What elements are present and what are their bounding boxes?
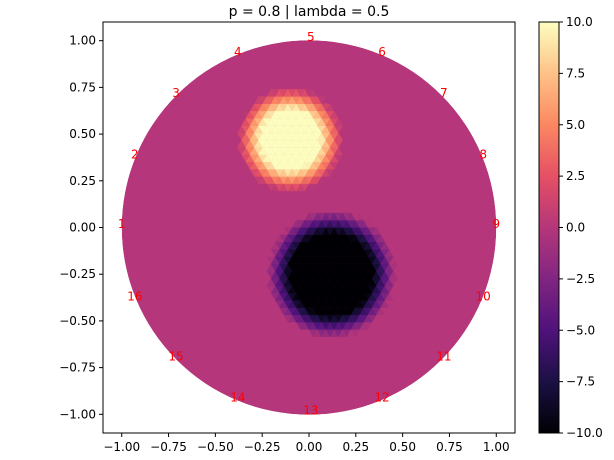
electrode-label: 9: [492, 217, 500, 231]
mesh-cell: [317, 96, 327, 105]
colorbar-tick-label: −2.5: [566, 272, 595, 286]
mesh-cell: [346, 212, 356, 221]
conductivity-mesh: [121, 40, 497, 415]
colorbar-gradient: [538, 21, 560, 434]
electrode-label: 5: [307, 30, 315, 44]
electrode-label: 8: [479, 148, 487, 162]
y-tick-label: 0.25: [69, 174, 96, 188]
mesh-cell: [325, 103, 335, 112]
electrode-label: 12: [374, 391, 389, 405]
mesh-cell: [388, 270, 398, 279]
x-axis: −1.00 −0.75 −0.50 −0.25 0.00 0.25 0.50 0.75 1.00: [103, 433, 510, 454]
mesh-cell: [371, 227, 381, 235]
colorbar-tick-label: 0.0: [566, 221, 585, 235]
y-tick-label: 0.50: [69, 127, 96, 141]
y-tick-label: −1.00: [59, 407, 96, 421]
y-tick-label: 0.00: [69, 221, 96, 235]
colorbar-tick-label: −7.5: [566, 375, 595, 389]
chart-title: p = 0.8 | lambda = 0.5: [229, 4, 390, 20]
mesh-cell: [384, 249, 394, 257]
y-tick-label: 0.75: [69, 80, 96, 94]
mesh-cell: [317, 176, 327, 184]
mesh-cell: [376, 234, 386, 243]
mesh-cell: [363, 220, 373, 228]
mesh-cell: [388, 256, 398, 265]
electrode-label: 11: [436, 349, 451, 363]
x-tick-label: −1.00: [103, 440, 140, 454]
electrode-label: 4: [234, 45, 242, 59]
x-tick-label: 0.75: [436, 440, 463, 454]
x-tick-label: 0.00: [296, 440, 323, 454]
colorbar-tick-label: −5.0: [566, 323, 595, 337]
electrode-label: 16: [127, 290, 142, 304]
colorbar-tick-label: 10.0: [566, 15, 593, 29]
x-tick-label: −0.25: [244, 440, 281, 454]
mesh-cell: [329, 110, 339, 119]
mesh-cell: [334, 147, 343, 155]
y-tick-label: 1.00: [69, 34, 96, 48]
colorbar: 10.0 7.5 5.0 2.5 0.0 −2.5 −5.0 −7.5 −10.0: [538, 15, 603, 440]
mesh-cell: [334, 132, 343, 141]
x-tick-label: 1.00: [483, 440, 510, 454]
electrode-label: 15: [168, 349, 183, 363]
mesh-cell: [380, 241, 390, 250]
x-tick-label: 0.25: [342, 440, 369, 454]
y-tick-label: −0.50: [59, 314, 96, 328]
electrode-label: 3: [172, 86, 180, 100]
mesh-cell: [376, 307, 386, 316]
electrode-label: 6: [378, 45, 386, 59]
electrode-label: 2: [131, 148, 139, 162]
x-tick-label: 0.50: [389, 440, 416, 454]
mesh-cell: [355, 212, 365, 221]
mesh-cell: [308, 88, 318, 97]
electrode-label: 14: [230, 391, 245, 405]
colorbar-tick-label: 7.5: [566, 66, 585, 80]
y-tick-label: −0.25: [59, 267, 96, 281]
colorbar-axis: 10.0 7.5 5.0 2.5 0.0 −2.5 −5.0 −7.5 −10.0: [559, 15, 603, 440]
colorbar-tick-label: 5.0: [566, 118, 585, 132]
y-axis: 1.00 0.75 0.50 0.25 0.00 −0.25 −0.50 −0.75 −1.00: [59, 34, 103, 421]
mesh-cell: [334, 117, 343, 126]
electrode-label: 1: [118, 217, 126, 231]
electrode-label: 10: [476, 290, 491, 304]
electrode-label: 7: [440, 86, 448, 100]
x-tick-label: −0.50: [197, 440, 234, 454]
colorbar-tick-label: −10.0: [566, 426, 603, 440]
mesh-cell: [384, 292, 394, 301]
x-tick-label: −0.75: [150, 440, 187, 454]
electrode-label: 13: [303, 404, 318, 418]
mesh-cell: [380, 300, 390, 308]
y-tick-label: −0.75: [59, 361, 96, 375]
colorbar-tick-label: 2.5: [566, 169, 585, 183]
